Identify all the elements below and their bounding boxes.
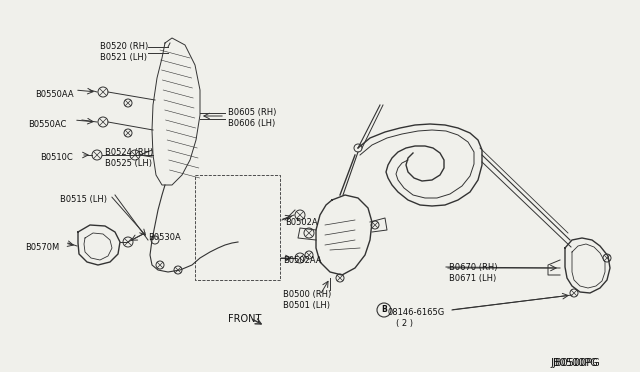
Text: B0502A: B0502A — [285, 218, 317, 227]
Text: 08146-6165G: 08146-6165G — [388, 308, 445, 317]
Text: FRONT: FRONT — [228, 314, 261, 324]
Text: B0671 (LH): B0671 (LH) — [449, 274, 496, 283]
Text: JB0500PG: JB0500PG — [550, 358, 598, 368]
Text: B0606 (LH): B0606 (LH) — [228, 119, 275, 128]
Text: ( 2 ): ( 2 ) — [396, 319, 413, 328]
Text: B: B — [381, 305, 387, 314]
Text: B0510C: B0510C — [40, 153, 73, 162]
Text: B0524 (RH): B0524 (RH) — [105, 148, 153, 157]
Text: B0500 (RH): B0500 (RH) — [283, 290, 332, 299]
Text: B0525 (LH): B0525 (LH) — [105, 159, 152, 168]
Text: B0502AA: B0502AA — [283, 256, 322, 265]
Text: B0605 (RH): B0605 (RH) — [228, 108, 276, 117]
Text: JB0500PG: JB0500PG — [552, 358, 600, 368]
Text: B0501 (LH): B0501 (LH) — [283, 301, 330, 310]
Text: B0550AC: B0550AC — [28, 120, 67, 129]
Text: B0520 (RH): B0520 (RH) — [100, 42, 148, 51]
Text: B0550AA: B0550AA — [35, 90, 74, 99]
Text: B0530A: B0530A — [148, 233, 180, 242]
Text: B0670 (RH): B0670 (RH) — [449, 263, 497, 272]
Text: B0570M: B0570M — [25, 243, 60, 252]
Text: B0521 (LH): B0521 (LH) — [100, 53, 147, 62]
Text: B0515 (LH): B0515 (LH) — [60, 195, 107, 204]
